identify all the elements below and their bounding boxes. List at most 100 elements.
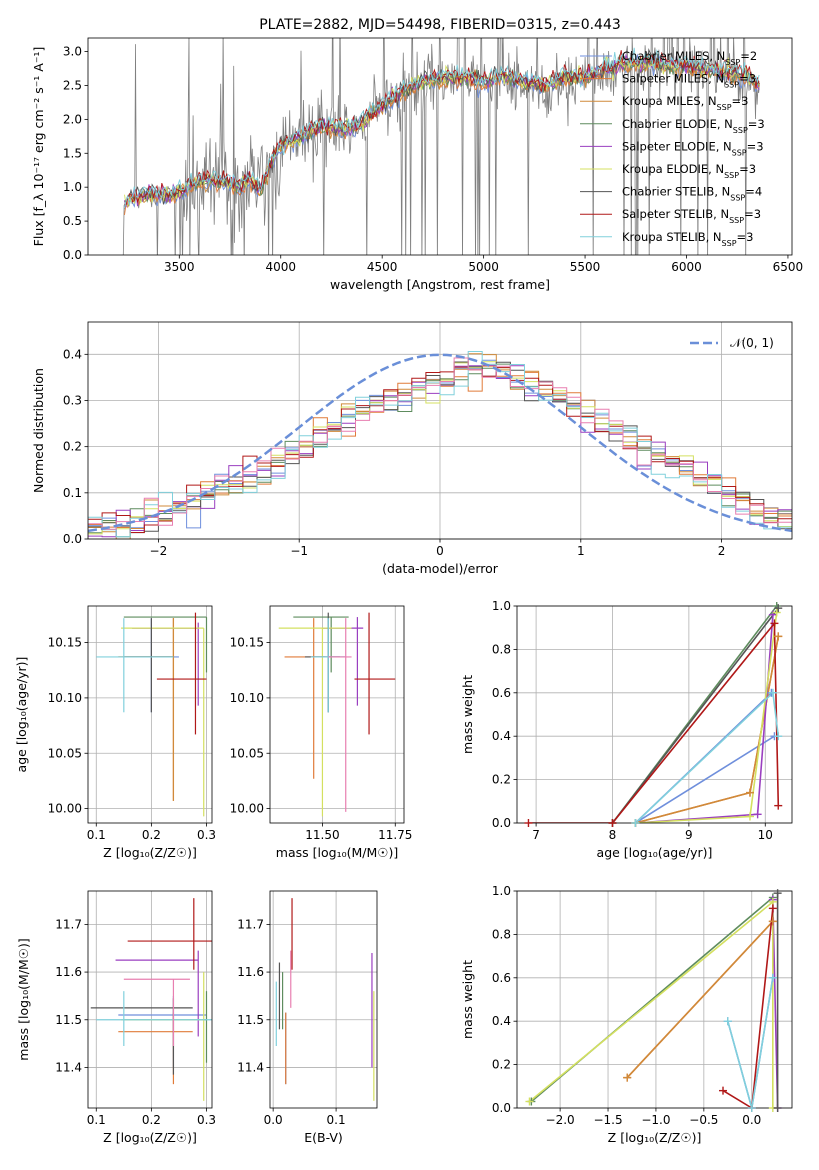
y-tick-label: 1.5 (63, 146, 82, 160)
x-tick-label: 5500 (570, 260, 601, 274)
x-axis-label: age [log₁₀(age/yr)] (597, 845, 713, 860)
weight-marker (747, 1104, 756, 1112)
y-tick-label: 0.1 (63, 486, 82, 500)
weight-marker (774, 632, 783, 641)
weight-marker (774, 801, 783, 810)
weight-line (722, 908, 774, 1108)
panel-mass_vs_EBV: 0.0 0.1 11.4 11.5 11.6 11.7 E(B-V) (237, 890, 378, 1145)
y-tick-label: 11.6 (237, 965, 264, 979)
weight-marker (773, 889, 782, 898)
x-tick-label: 0.3 (197, 1113, 216, 1127)
weight-marker (631, 819, 640, 827)
panel-age_vs_Z: 0.1 0.2 0.3 10.00 10.05 10.10 10.15 Z [log₁₀(Z/… (14, 605, 216, 860)
x-tick-label: 9 (685, 828, 693, 842)
y-tick-label: 0.5 (63, 214, 82, 228)
axes-frame (269, 605, 405, 824)
weight-marker (525, 1097, 534, 1106)
x-tick-label: 0.2 (142, 828, 161, 842)
x-tick-label: 7 (532, 828, 540, 842)
weight-line (635, 612, 778, 823)
x-tick-label: 1 (577, 544, 585, 558)
y-tick-label: 0.2 (63, 440, 82, 454)
legend: 𝒩(0, 1) (690, 336, 774, 350)
weight-marker (770, 619, 779, 628)
weight-marker (753, 810, 762, 819)
plot-area (278, 612, 396, 817)
weight-line (611, 607, 779, 823)
y-tick-label: 3.0 (63, 45, 82, 59)
y-tick-label: 10.05 (48, 746, 82, 760)
model-spectrum (124, 47, 760, 209)
y-tick-label: 10.15 (230, 636, 264, 650)
x-tick-label: 4500 (367, 260, 398, 274)
legend-label: Kroupa ELODIE, NSSP=3 (622, 162, 756, 180)
plot-area (275, 898, 375, 1101)
y-tick-label: 0.0 (492, 1101, 511, 1115)
axes-frame (516, 605, 793, 824)
y-axis-label: mass weight (460, 675, 475, 754)
weight-marker (745, 788, 754, 797)
weight-marker (774, 604, 783, 613)
x-tick-label: 6500 (773, 260, 804, 274)
y-tick-label: 1.0 (492, 599, 511, 613)
x-tick-label: 5000 (468, 260, 499, 274)
y-tick-label: 10.05 (230, 746, 264, 760)
plot-area (122, 38, 760, 255)
x-tick-label: 3500 (164, 260, 195, 274)
y-tick-label: 0.2 (492, 773, 511, 787)
y-tick-label: 0.4 (492, 1014, 511, 1028)
plot-area (528, 606, 780, 823)
weight-line (635, 636, 780, 823)
legend-label: Salpeter STELIB, NSSP=3 (622, 207, 761, 225)
y-tick-label: 10.15 (48, 636, 82, 650)
y-tick-label: 0.6 (492, 686, 511, 700)
weight-marker (773, 1104, 782, 1112)
x-axis-label: Z [log₁₀(Z/Z☉)] (103, 845, 197, 860)
weight-line (626, 920, 774, 1079)
y-tick-label: 0.0 (63, 532, 82, 546)
x-tick-label: 0.3 (197, 828, 216, 842)
y-axis-label: Flux [f_λ 10⁻¹⁷ erg cm⁻² s⁻¹ A⁻¹] (31, 47, 46, 247)
x-tick-label: −0.5 (689, 1113, 718, 1127)
weight-marker (768, 973, 777, 982)
histogram-series (88, 357, 792, 539)
x-tick-label: 2 (718, 544, 726, 558)
x-tick-label: 0.1 (87, 1113, 106, 1127)
y-tick-label: 10.00 (48, 802, 82, 816)
x-tick-label: 0.0 (264, 1113, 283, 1127)
y-tick-label: 0.8 (492, 642, 511, 656)
x-tick-label: 10 (758, 828, 773, 842)
weight-marker (774, 732, 783, 741)
y-tick-label: 0.0 (63, 248, 82, 262)
y-tick-label: 0.4 (492, 729, 511, 743)
histogram-series (88, 361, 792, 539)
panel-residuals: −2 −1 0 1 2 0.0 0.1 0.2 0.3 0.4 (data-model)/error… (31, 321, 793, 576)
plot-area (96, 612, 208, 817)
y-tick-label: 11.4 (237, 1060, 264, 1074)
y-tick-label: 10.10 (48, 691, 82, 705)
y-tick-label: 0.4 (63, 347, 82, 361)
axes-frame (516, 890, 793, 1109)
x-tick-label: 0 (436, 544, 444, 558)
x-tick-label: 0.0 (742, 1113, 761, 1127)
normal-curve (88, 353, 792, 533)
y-tick-label: 0.2 (492, 1058, 511, 1072)
legend-label: Salpeter MILES, NSSP=3 (622, 72, 756, 90)
y-tick-label: 0.0 (492, 816, 511, 830)
y-axis-label: mass weight (460, 960, 475, 1039)
y-tick-label: 0.3 (63, 393, 82, 407)
weight-marker (723, 1017, 732, 1026)
plot-area (90, 898, 212, 1101)
x-tick-label: 0.1 (87, 828, 106, 842)
y-axis-label: mass [log₁₀(M/M☉)] (16, 938, 31, 1060)
legend-label: Chabrier MILES, NSSP=2 (622, 49, 757, 67)
x-tick-label: −2 (150, 544, 168, 558)
plot-area (88, 351, 792, 539)
y-tick-label: 0.8 (492, 927, 511, 941)
y-tick-label: 11.5 (55, 1013, 82, 1027)
weight-marker (608, 819, 617, 827)
weight-marker (768, 688, 777, 697)
chart-title: PLATE=2882, MJD=54498, FIBERID=0315, z=0… (259, 17, 621, 33)
x-tick-label: 0.2 (142, 1113, 161, 1127)
